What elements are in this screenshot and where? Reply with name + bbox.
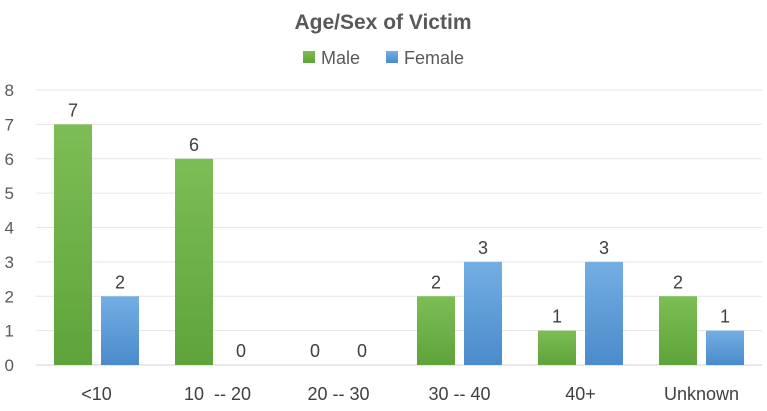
y-tick-label: 5 [5, 184, 14, 203]
y-tick-label: 6 [5, 150, 14, 169]
y-tick-label: 3 [5, 253, 14, 272]
bar-male [538, 330, 576, 365]
x-category-label: <10 [81, 384, 112, 404]
x-axis-categories: <10 10 -- 20 20 -- 30 30 -- 40 40+ Unknown [81, 384, 739, 404]
chart-title: Age/Sex of Victim [294, 11, 471, 34]
x-category-label: 30 -- 40 [428, 384, 490, 404]
x-category-label: 20 -- 30 [307, 384, 369, 404]
data-label-female: 2 [115, 272, 125, 292]
data-label-female: 1 [720, 307, 730, 327]
y-axis-ticks: 0 1 2 3 4 5 6 7 8 [5, 81, 14, 375]
data-label-male: 6 [189, 135, 199, 155]
y-tick-label: 1 [5, 322, 14, 341]
bar-male [659, 296, 697, 365]
y-tick-label: 8 [5, 81, 14, 100]
data-label-male: 1 [552, 307, 562, 327]
data-label-female: 3 [478, 238, 488, 258]
legend: Male Female [303, 48, 464, 68]
legend-label-male: Male [321, 48, 360, 68]
data-label-female: 0 [236, 341, 246, 361]
bar-female [464, 261, 502, 365]
bar-female [585, 261, 623, 365]
data-label-female: 3 [599, 238, 609, 258]
x-category-label: Unknown [664, 384, 739, 404]
gridlines [36, 89, 762, 366]
bars [54, 124, 744, 365]
data-label-male: 2 [431, 272, 441, 292]
y-tick-label: 0 [5, 356, 14, 375]
data-label-male: 2 [673, 272, 683, 292]
legend-swatch-male [303, 51, 315, 63]
bar-female [101, 296, 139, 365]
legend-label-female: Female [404, 48, 464, 68]
bar-male [175, 158, 213, 365]
legend-swatch-female [386, 51, 398, 63]
bar-male [417, 296, 455, 365]
data-label-male: 0 [310, 341, 320, 361]
y-tick-label: 2 [5, 287, 14, 306]
bar-female [706, 330, 744, 365]
x-category-label: 40+ [565, 384, 596, 404]
bar-male [54, 124, 92, 365]
data-labels: 7 2 6 0 0 0 2 3 1 3 2 1 [68, 100, 730, 361]
x-category-label: 10 -- 20 [184, 384, 251, 404]
data-label-female: 0 [357, 341, 367, 361]
y-tick-label: 4 [5, 219, 14, 238]
data-label-male: 7 [68, 100, 78, 120]
y-tick-label: 7 [5, 115, 14, 134]
